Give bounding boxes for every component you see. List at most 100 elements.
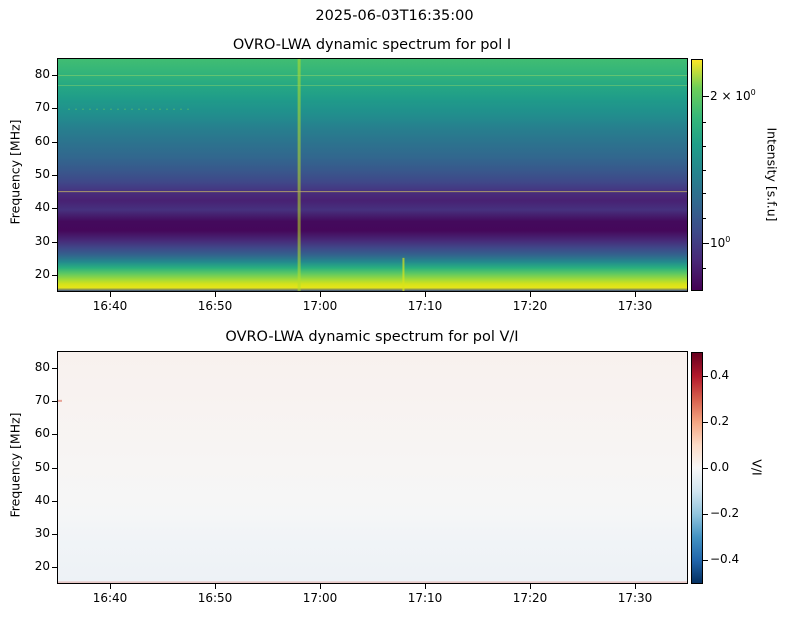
panel1-ytick-mark (52, 208, 57, 209)
panel1-cbar-ticklabel-1: 2 × 100 (710, 88, 756, 103)
panel1-cbar-tick-minor (703, 193, 706, 194)
panel2-ytick-label: 30 (34, 526, 50, 540)
panel1-features (58, 59, 687, 291)
panel1-cbar-tick-minor (703, 146, 706, 147)
panel2-cbar-tick-label: 0.2 (710, 414, 730, 428)
panel2-cbar-tick-mark (703, 560, 708, 561)
panel2-xtick-mark (635, 584, 636, 589)
panel2-cbar-tick-mark (703, 422, 708, 423)
panel1-xtick-mark (215, 292, 216, 297)
panel2-title: OVRO-LWA dynamic spectrum for pol V/I (225, 329, 519, 345)
panel2-ytick-label: 70 (34, 393, 50, 407)
rfi-speckle (138, 108, 140, 110)
panel1-ytick-label: 40 (34, 200, 50, 214)
panel2-xtick-label: 17:00 (302, 591, 338, 605)
panel2-ytick-label: 60 (34, 426, 50, 440)
panel1-xtick-mark (425, 292, 426, 297)
panel1-xtick-mark (530, 292, 531, 297)
panel1-ytick-label: 50 (34, 167, 50, 181)
rfi-speckle (173, 108, 175, 110)
panel2-ytick-mark (52, 567, 57, 568)
panel2-ytick-label: 80 (34, 360, 50, 374)
panel2-ytick-mark (52, 368, 57, 369)
panel1-xtick-label: 16:40 (92, 299, 128, 313)
panel2-xtick-label: 17:10 (407, 591, 443, 605)
panel1-cbar-tick-minor (703, 170, 706, 171)
rfi-speckle (110, 108, 112, 110)
panel1-cbar-tick-minor (703, 268, 706, 269)
panel2-ytick-mark (52, 401, 57, 402)
panel2-ytick-label: 50 (34, 460, 50, 474)
panel1-ytick-label: 60 (34, 134, 50, 148)
panel2-cbar-tick-label: 0.4 (710, 368, 730, 382)
panel2-colorbar-label: V/I (749, 459, 765, 476)
rfi-speckle (58, 399, 62, 402)
panel2-xtick-mark (215, 584, 216, 589)
panel1-ytick-mark (52, 75, 57, 76)
panel2-cbar-tick-mark (703, 468, 708, 469)
panel1-ytick-mark (52, 142, 57, 143)
panel1-heatmap (58, 59, 687, 291)
panel1-xtick-label: 17:10 (407, 299, 443, 313)
panel2-xtick-mark (530, 584, 531, 589)
panel2-cbar-tick-label: −0.4 (710, 552, 740, 566)
panel1-cbar-tick-minor (703, 218, 706, 219)
panel2-colorbar-gradient (692, 353, 702, 583)
panel1-plot-area (57, 58, 688, 292)
panel2-cbar-tick-label: −0.2 (710, 506, 740, 520)
panel1-ytick-mark (52, 275, 57, 276)
panel1-xtick-label: 17:20 (512, 299, 548, 313)
panel1-xtick-label: 17:30 (617, 299, 653, 313)
panel1-title: OVRO-LWA dynamic spectrum for pol I (232, 37, 512, 53)
panel2-plot-area (57, 351, 688, 584)
rfi-speckle (75, 108, 77, 110)
panel2-ytick-mark (52, 534, 57, 535)
panel2-xtick-label: 16:50 (197, 591, 233, 605)
rfi-speckle (145, 108, 147, 110)
panel2-heatmap-fill (58, 352, 687, 583)
panel2-heatmap (58, 352, 687, 583)
panel1-ytick-mark (52, 242, 57, 243)
panel1-xtick-label: 16:50 (197, 299, 233, 313)
panel1-cbar-ticklabel-2: 100 (710, 235, 731, 250)
panel1-colorbar-gradient (692, 60, 702, 290)
panel2-ytick-mark (52, 434, 57, 435)
panel2-cbar-tick-mark (703, 514, 708, 515)
panel1-xtick-mark (635, 292, 636, 297)
rfi-speckle (68, 108, 70, 110)
vertical-burst (402, 257, 405, 291)
panel1-ytick-label: 80 (34, 67, 50, 81)
rfi-speckle (187, 108, 189, 110)
rfi-speckle (131, 108, 133, 110)
panel2-xtick-mark (320, 584, 321, 589)
panel1-colorbar (691, 59, 703, 291)
panel1-cbar-tick-major-1 (703, 96, 709, 97)
panel1-colorbar-label: Intensity [s.f.u] (764, 127, 780, 222)
panel1-heatmap-fill (58, 59, 687, 291)
panel2-xtick-mark (110, 584, 111, 589)
panel2-xtick-label: 17:20 (512, 591, 548, 605)
rfi-speckle (124, 108, 126, 110)
rfi-speckle (82, 108, 84, 110)
panel2-ytick-label: 20 (34, 559, 50, 573)
rfi-speckle (152, 108, 154, 110)
panel1-cbar-tick-minor (703, 122, 706, 123)
rfi-speckle (103, 108, 105, 110)
panel2-ytick-mark (52, 468, 57, 469)
panel2-xtick-label: 17:30 (617, 591, 653, 605)
panel2-ytick-label: 40 (34, 493, 50, 507)
panel2-colorbar (691, 352, 703, 584)
figure-suptitle: 2025-06-03T16:35:00 (315, 8, 474, 24)
bottom-edge-artefact (58, 581, 687, 583)
rfi-speckle (117, 108, 119, 110)
rfi-speckle (96, 108, 98, 110)
panel2-xtick-mark (425, 584, 426, 589)
rfi-speckle (159, 108, 161, 110)
panel1-ytick-mark (52, 108, 57, 109)
panel2-cbar-tick-mark (703, 376, 708, 377)
panel2-ylabel: Frequency [MHz] (7, 412, 23, 518)
panel2-xtick-label: 16:40 (92, 591, 128, 605)
panel1-xtick-label: 17:00 (302, 299, 338, 313)
rfi-speckle (166, 108, 168, 110)
panel1-cbar-tick-major-2 (703, 243, 709, 244)
